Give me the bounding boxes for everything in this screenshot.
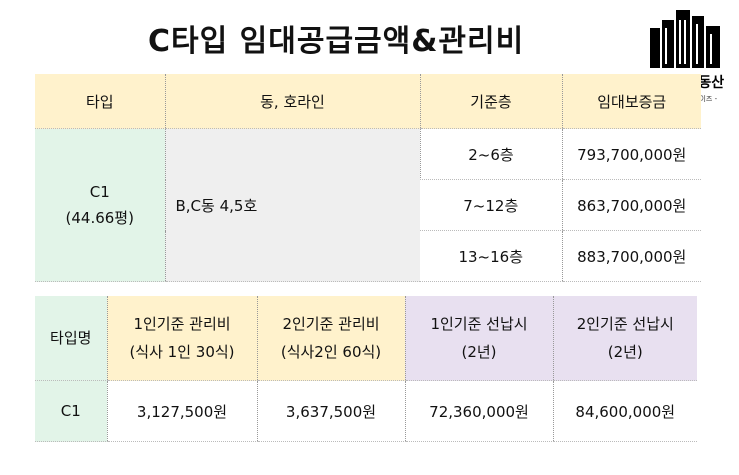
header-subline: (2년) — [607, 343, 643, 361]
header-subline: (2년) — [461, 343, 497, 361]
header-unit-line: 동, 호라인 — [164, 74, 420, 129]
header-floor: 기준층 — [419, 74, 562, 129]
header-line: 타입명 — [50, 329, 92, 347]
deposit-cell: 863,700,000원 — [561, 179, 701, 231]
unit-cell: B,C동 4,5호 — [164, 128, 420, 282]
header-type: 타입 — [35, 74, 165, 129]
header-fee-2p: 2인기준 관리비 (식사2인 60식) — [256, 296, 405, 381]
type-cell: C1 (44.66평) — [35, 128, 165, 282]
header-subline: (식사 1인 30식) — [129, 343, 235, 361]
header-prepay-2p: 2인기준 선납시 (2년) — [552, 296, 697, 381]
deposit-cell: 793,700,000원 — [561, 128, 701, 180]
table-row: 7~12층 863,700,000원 — [35, 179, 701, 231]
header-line: 1인기준 선납시 — [430, 315, 528, 333]
supply-header-row: 타입 동, 호라인 기준층 임대보증금 — [35, 74, 701, 129]
type-area: (44.66평) — [65, 209, 134, 227]
fee-1p-cell: 3,127,500원 — [106, 380, 257, 442]
prepay-1p-cell: 72,360,000원 — [404, 380, 553, 442]
type-name-cell: C1 — [35, 380, 107, 442]
fee-2p-cell: 3,637,500원 — [256, 380, 405, 442]
floor-cell: 7~12층 — [420, 179, 562, 231]
deposit-cell: 883,700,000원 — [561, 230, 701, 282]
header-subline: (식사2인 60식) — [280, 343, 382, 361]
header-line: 1인기준 관리비 — [133, 315, 231, 333]
prepay-2p-cell: 84,600,000원 — [552, 380, 697, 442]
page-title: C타입 임대공급금액&관리비 — [148, 24, 525, 59]
header-deposit: 임대보증금 — [561, 74, 701, 129]
header-type-name: 타입명 — [35, 296, 107, 381]
supply-price-table: 타입 동, 호라인 기준층 임대보증금 C1 (44.66평) B,C동 4,5… — [35, 74, 701, 282]
table-row: C1 3,127,500원 3,637,500원 72,360,000원 84,… — [35, 380, 697, 442]
management-fee-table: 타입명 1인기준 관리비 (식사 1인 30식) 2인기준 관리비 (식사2인 … — [35, 296, 697, 442]
header-line: 2인기준 선납시 — [576, 315, 674, 333]
header-line: 2인기준 관리비 — [282, 315, 380, 333]
building-logo-icon — [650, 10, 720, 68]
table-row: C1 (44.66평) B,C동 4,5호 2~6층 793,700,000원 — [35, 128, 701, 282]
header-prepay-1p: 1인기준 선납시 (2년) — [404, 296, 553, 381]
fee-header-row: 타입명 1인기준 관리비 (식사 1인 30식) 2인기준 관리비 (식사2인 … — [35, 296, 697, 381]
type-name: C1 — [89, 183, 110, 201]
floor-cell: 2~6층 — [419, 128, 562, 180]
floor-cell: 13~16층 — [420, 230, 562, 282]
header-fee-1p: 1인기준 관리비 (식사 1인 30식) — [106, 296, 257, 381]
table-row: 13~16층 883,700,000원 — [35, 230, 701, 282]
